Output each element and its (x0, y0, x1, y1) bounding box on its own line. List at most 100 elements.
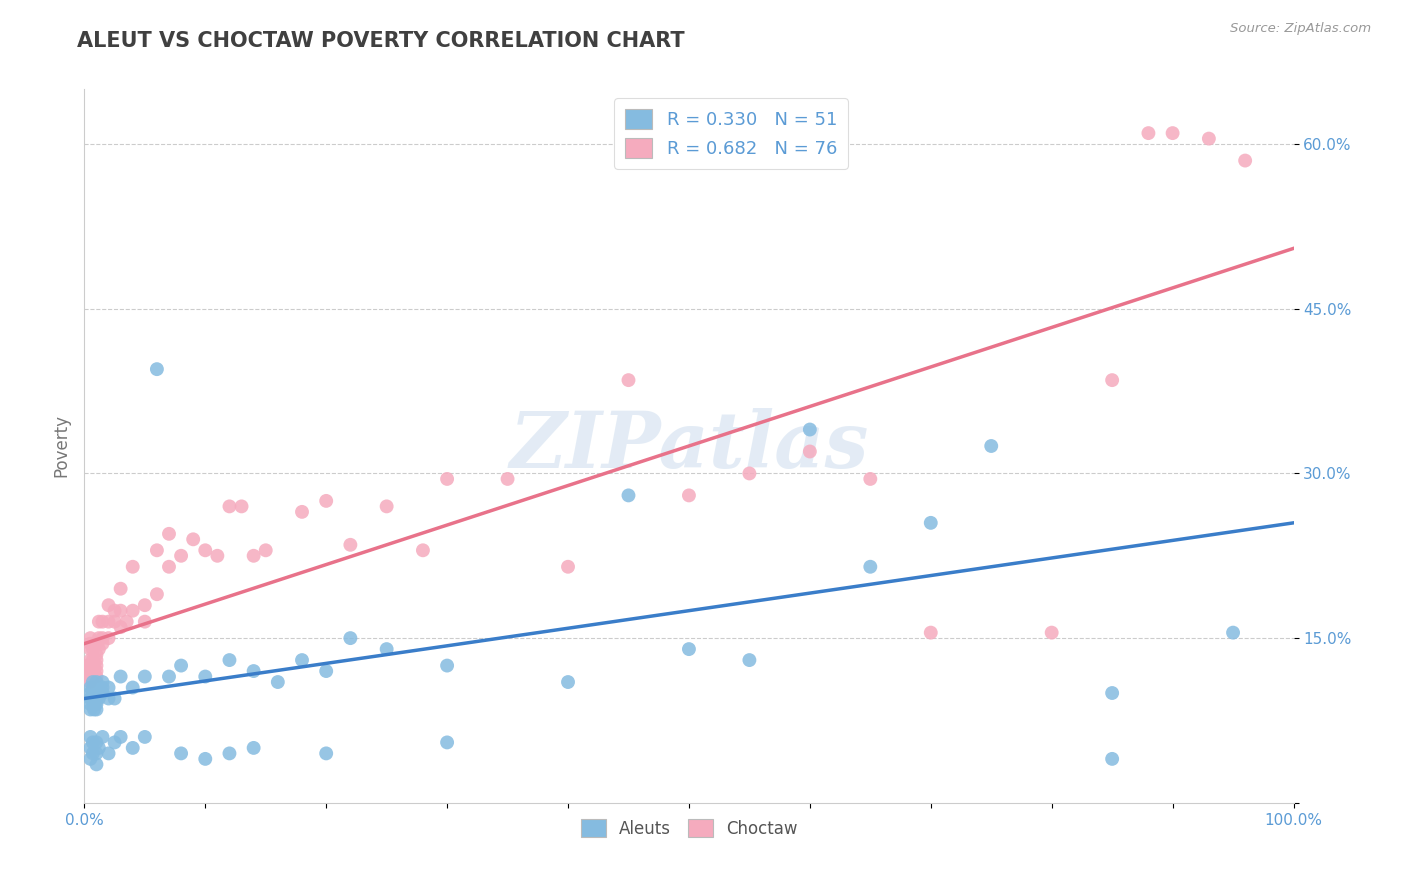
Point (242, 664, 264, 678)
Point (194, 752, 217, 766)
Point (859, 472, 882, 486)
Point (799, 444, 821, 458)
Point (82, 735, 104, 749)
Point (86, 686, 108, 700)
Point (97, 681, 120, 695)
Point (82, 691, 104, 706)
Point (79, 702, 101, 716)
Text: ALEUT VS CHOCTAW POVERTY CORRELATION CHART: ALEUT VS CHOCTAW POVERTY CORRELATION CHA… (77, 31, 685, 51)
Point (82, 675, 104, 690)
Text: ZIPatlas: ZIPatlas (509, 408, 869, 484)
Point (104, 615, 127, 629)
Point (91, 730, 114, 744)
Point (1101, 686, 1123, 700)
Point (91, 637, 114, 651)
Point (146, 362, 169, 376)
Point (86, 697, 108, 711)
Point (79, 637, 101, 651)
Point (86, 653, 108, 667)
Point (79, 686, 101, 700)
Point (79, 752, 101, 766)
Point (91, 681, 114, 695)
Point (375, 500, 398, 514)
Point (121, 740, 143, 755)
Point (79, 631, 101, 645)
Point (920, 516, 942, 530)
Point (980, 439, 1002, 453)
Point (170, 549, 193, 563)
Point (77, 669, 100, 683)
Point (157, 559, 180, 574)
Point (859, 559, 882, 574)
Point (86, 664, 108, 678)
Point (291, 653, 314, 667)
Point (79, 664, 101, 678)
Point (146, 587, 169, 601)
Point (104, 604, 127, 618)
Point (87, 615, 110, 629)
Point (83, 658, 105, 673)
Point (79, 691, 101, 706)
Point (86, 681, 108, 695)
Point (134, 598, 156, 612)
Point (79, 730, 101, 744)
Point (134, 669, 156, 683)
Point (86, 637, 108, 651)
Point (79, 675, 101, 690)
Point (86, 691, 108, 706)
Point (79, 658, 101, 673)
Point (86, 691, 108, 706)
Point (1222, 625, 1244, 640)
Point (1161, 126, 1184, 140)
Point (86, 686, 108, 700)
Point (315, 747, 337, 761)
Point (86, 648, 108, 662)
Point (157, 526, 180, 541)
Point (799, 423, 821, 437)
Point (97, 598, 120, 612)
Point (83, 669, 105, 683)
Point (412, 543, 434, 558)
Point (104, 735, 127, 749)
Point (121, 559, 143, 574)
Point (436, 735, 458, 749)
Point (97, 747, 120, 761)
Point (86, 675, 108, 690)
Point (91, 686, 114, 700)
Point (79, 669, 101, 683)
Point (83, 702, 105, 716)
Point (218, 653, 240, 667)
Point (1234, 153, 1257, 168)
Point (87, 642, 110, 657)
Point (87, 691, 110, 706)
Point (557, 559, 579, 574)
Point (82, 681, 104, 695)
Point (436, 472, 458, 486)
Point (86, 702, 108, 716)
Point (1101, 373, 1123, 387)
Point (181, 533, 204, 547)
Point (1137, 126, 1160, 140)
Point (315, 494, 337, 508)
Point (339, 631, 361, 645)
Point (617, 488, 640, 502)
Point (738, 467, 761, 481)
Point (86, 735, 108, 749)
Point (157, 669, 180, 683)
Point (231, 500, 253, 514)
Point (82, 653, 104, 667)
Point (77, 664, 100, 678)
Point (82, 747, 104, 761)
Point (242, 549, 264, 563)
Point (77, 658, 100, 673)
Point (738, 653, 761, 667)
Point (678, 488, 700, 502)
Point (91, 615, 114, 629)
Point (97, 691, 120, 706)
Legend: Aleuts, Choctaw: Aleuts, Choctaw (574, 813, 804, 845)
Point (134, 615, 156, 629)
Point (82, 686, 104, 700)
Point (115, 615, 138, 629)
Point (86, 747, 108, 761)
Point (242, 740, 264, 755)
